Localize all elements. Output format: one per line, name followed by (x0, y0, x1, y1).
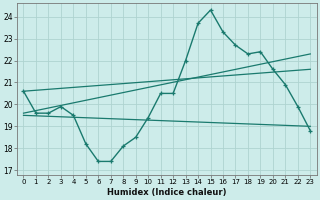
X-axis label: Humidex (Indice chaleur): Humidex (Indice chaleur) (107, 188, 227, 197)
